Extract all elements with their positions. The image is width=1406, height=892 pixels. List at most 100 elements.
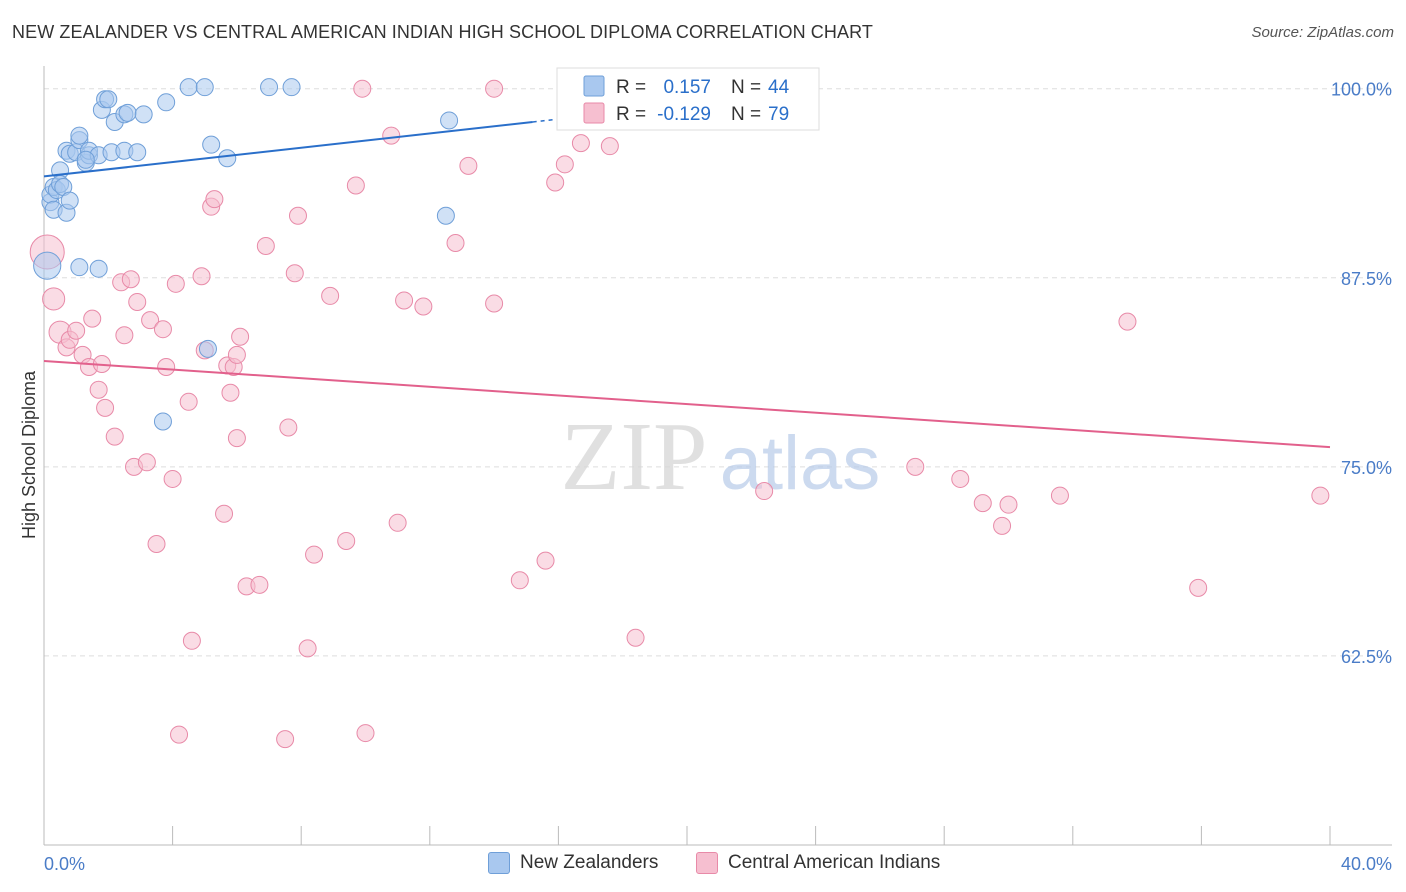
data-point xyxy=(115,326,134,345)
data-point xyxy=(510,571,529,590)
data-point xyxy=(221,383,240,402)
x-tick-label: 40.0% xyxy=(1341,854,1392,874)
x-tick-label: 0.0% xyxy=(44,854,85,874)
chart-title: NEW ZEALANDER VS CENTRAL AMERICAN INDIAN… xyxy=(12,22,873,42)
data-point xyxy=(118,103,137,122)
y-axis-label: High School Diploma xyxy=(19,370,39,539)
data-point xyxy=(305,545,324,564)
data-point xyxy=(1311,486,1330,505)
data-point xyxy=(1189,578,1208,597)
axes xyxy=(43,66,1392,846)
data-point xyxy=(279,418,298,437)
stats-n-label-pink: N = xyxy=(731,104,761,125)
trend-line xyxy=(43,120,533,178)
data-point xyxy=(906,457,925,476)
data-point xyxy=(485,79,504,98)
data-point xyxy=(96,398,115,417)
stats-r-value-pink: -0.129 xyxy=(657,104,711,125)
stats-swatch-pink xyxy=(583,102,605,124)
stats-box: R = 0.157 N = 44 R = -0.129 N = 79 xyxy=(556,67,820,131)
data-point xyxy=(395,291,414,310)
data-point xyxy=(67,321,86,340)
watermark-atlas: atlas xyxy=(720,421,881,506)
data-point xyxy=(993,516,1012,535)
y-tick-label: 87.5% xyxy=(1341,269,1392,289)
data-point xyxy=(70,126,89,145)
data-point xyxy=(60,191,79,210)
data-point xyxy=(83,309,102,328)
data-point xyxy=(951,469,970,488)
data-point xyxy=(153,412,172,431)
data-point xyxy=(179,392,198,411)
data-point xyxy=(414,297,433,316)
data-point xyxy=(202,135,221,154)
data-point xyxy=(356,724,375,743)
data-point xyxy=(170,725,189,744)
data-point xyxy=(105,427,124,446)
data-point xyxy=(755,482,774,501)
data-point xyxy=(128,292,147,311)
data-point xyxy=(76,150,95,169)
data-point xyxy=(285,264,304,283)
data-point xyxy=(440,111,459,130)
data-point xyxy=(227,345,246,364)
data-point xyxy=(231,327,250,346)
grid-lines xyxy=(44,88,1392,657)
trend-line xyxy=(43,359,1331,449)
data-point xyxy=(321,286,340,305)
data-point xyxy=(153,320,172,339)
data-point xyxy=(182,631,201,650)
watermark: ZIP atlas xyxy=(561,403,881,511)
data-point xyxy=(205,190,224,209)
stats-r-label-pink: R = xyxy=(616,104,646,125)
data-point xyxy=(147,534,166,553)
data-point xyxy=(128,143,147,162)
legend-swatch-pink xyxy=(696,852,718,874)
legend-label-central-american-indians: Central American Indians xyxy=(728,852,941,873)
data-point xyxy=(42,287,66,311)
y-tick-label: 62.5% xyxy=(1341,647,1392,667)
y-tick-label: 100.0% xyxy=(1331,80,1392,100)
data-point xyxy=(198,339,217,358)
data-point xyxy=(121,270,140,289)
data-point xyxy=(166,274,185,293)
stats-r-label-blue: R = xyxy=(616,77,646,98)
data-point xyxy=(218,149,237,168)
data-point xyxy=(215,504,234,523)
y-tick-label: 75.0% xyxy=(1341,458,1392,478)
tick-labels: 62.5% 75.0% 87.5% 100.0% 0.0% 40.0% xyxy=(44,80,1392,874)
data-point xyxy=(70,258,89,277)
data-point xyxy=(298,639,317,658)
data-point xyxy=(134,105,153,124)
data-point xyxy=(260,78,279,97)
data-point xyxy=(157,358,176,377)
chart-source: Source: ZipAtlas.com xyxy=(1251,24,1394,41)
data-point xyxy=(99,90,118,109)
data-point xyxy=(446,233,465,252)
data-point xyxy=(256,237,275,256)
data-point xyxy=(195,78,214,97)
stats-n-value-pink: 79 xyxy=(768,104,789,125)
data-point xyxy=(485,294,504,313)
data-point xyxy=(388,513,407,532)
data-point xyxy=(999,495,1018,514)
data-point xyxy=(600,137,619,156)
legend-label-new-zealanders: New Zealanders xyxy=(520,852,659,873)
data-point xyxy=(282,78,301,97)
data-point xyxy=(33,251,62,280)
data-point xyxy=(459,156,478,175)
data-point xyxy=(546,173,565,192)
data-point xyxy=(137,453,156,472)
data-point xyxy=(536,551,555,570)
legend-item-central-american-indians: Central American Indians xyxy=(696,852,940,874)
data-point xyxy=(571,134,590,153)
data-point xyxy=(626,628,645,647)
data-point xyxy=(276,730,295,749)
stats-swatch-blue xyxy=(583,75,605,97)
data-point xyxy=(89,259,108,278)
data-point xyxy=(1050,486,1069,505)
data-point xyxy=(555,155,574,174)
data-point xyxy=(250,575,269,594)
watermark-zip: ZIP xyxy=(561,403,708,511)
